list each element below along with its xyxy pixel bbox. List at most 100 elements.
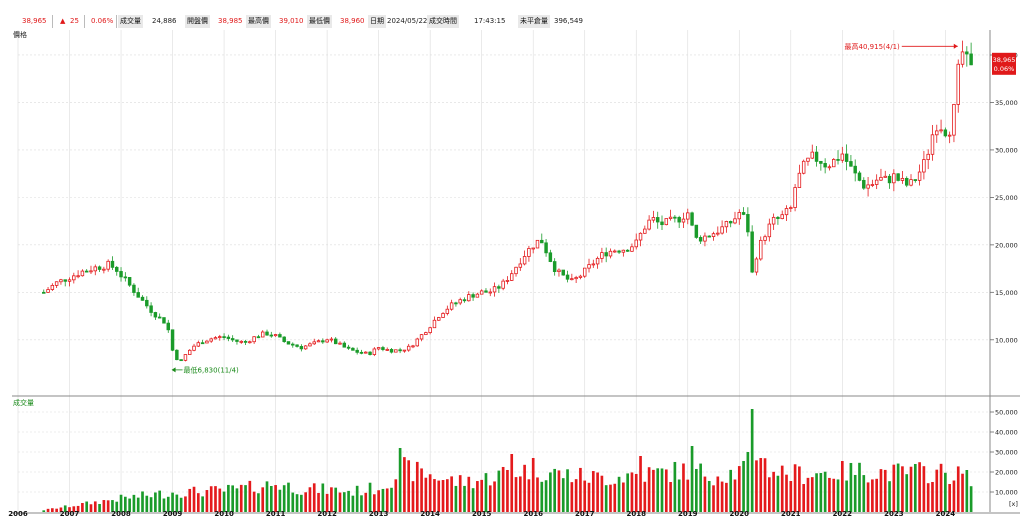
- candle-body: [50, 284, 55, 290]
- candle-body: [832, 159, 836, 168]
- volume-bar: [536, 477, 539, 512]
- candle-body: [76, 275, 80, 278]
- volume-bar: [334, 487, 338, 512]
- candle-body: [145, 299, 149, 307]
- volume-bar: [673, 461, 677, 512]
- header-time-label: 成交時間: [427, 15, 459, 28]
- volume-bar: [840, 461, 844, 512]
- candle-body: [505, 280, 510, 282]
- candle-body: [260, 331, 265, 338]
- candle-body: [634, 239, 638, 248]
- candle-body: [127, 277, 132, 286]
- candle-body: [479, 290, 484, 295]
- candle-body: [780, 214, 784, 219]
- candle-body: [750, 231, 754, 273]
- candle-body: [853, 165, 857, 174]
- volume-bar: [98, 504, 101, 512]
- candle-body: [531, 247, 535, 250]
- volume-bar: [669, 481, 672, 512]
- candle-body: [651, 217, 656, 221]
- candle-body: [904, 177, 909, 186]
- volume-bar: [411, 481, 415, 512]
- high-annotation-label: 最高40,915(4/1): [845, 42, 900, 51]
- volume-bar: [244, 485, 247, 512]
- volume-bar: [660, 468, 664, 512]
- candle-body: [836, 159, 840, 161]
- candle-body: [591, 263, 596, 266]
- candle-body: [136, 292, 140, 298]
- candle-body: [625, 249, 630, 252]
- volume-bar: [725, 482, 728, 512]
- candle-body: [608, 250, 613, 257]
- candle-body: [123, 276, 128, 279]
- candle-body: [106, 260, 110, 270]
- volume-bar: [699, 463, 702, 512]
- candle-body: [874, 179, 879, 185]
- volume-bar: [295, 494, 299, 512]
- volume-bar: [527, 479, 531, 512]
- quote-header-bar: 38,965 ▲ 25 0.06% 成交量 24,886 開盤價 38,985 …: [0, 0, 1024, 30]
- candle-body: [724, 221, 729, 228]
- volume-bar: [476, 481, 479, 512]
- header-high-label: 最高價: [246, 15, 271, 28]
- volume-bar: [467, 476, 471, 512]
- header-oi-label: 未平倉量: [518, 15, 550, 28]
- candle-body: [471, 294, 475, 298]
- volume-bar: [630, 472, 634, 512]
- volume-bar: [141, 491, 144, 512]
- candle-body: [179, 359, 183, 362]
- volume-bar: [647, 467, 651, 512]
- candle-body: [613, 250, 617, 253]
- candle-body: [329, 338, 334, 341]
- volume-bar: [446, 479, 449, 512]
- volume-bar: [763, 458, 767, 512]
- volume-bar: [643, 481, 647, 512]
- volume-bar: [252, 491, 256, 512]
- year-tick-label: 2020: [730, 510, 750, 518]
- candle-body: [892, 173, 896, 184]
- volume-bar: [415, 461, 419, 512]
- volume-bar: [214, 486, 217, 512]
- candle-body: [767, 223, 772, 238]
- header-change-pct: 0.06%: [91, 17, 114, 25]
- candle-body: [677, 217, 681, 223]
- candle-body: [741, 212, 746, 215]
- volume-bar: [703, 476, 707, 512]
- year-tick-label: 2016: [523, 510, 543, 518]
- volume-bar: [102, 500, 106, 512]
- candle-body: [381, 347, 385, 350]
- year-tick-label: 2019: [678, 510, 698, 518]
- candle-body: [913, 179, 918, 181]
- candle-body: [763, 236, 767, 241]
- candle-body: [647, 219, 651, 230]
- price-tick-label: 30,000: [995, 146, 1018, 154]
- volume-bar: [720, 481, 724, 512]
- header-date-value: 2024/05/22: [387, 17, 428, 25]
- candle-body: [222, 336, 226, 339]
- volume-bar: [385, 488, 389, 512]
- volume-bar: [196, 493, 200, 512]
- candle-body: [359, 351, 364, 354]
- volume-bar: [939, 463, 943, 512]
- candle-body: [561, 269, 565, 276]
- header-volume-label: 成交量: [118, 15, 143, 28]
- volume-bar: [201, 496, 204, 512]
- volume-bar: [480, 479, 484, 512]
- volume-bar: [149, 497, 153, 512]
- candle-body: [570, 278, 574, 281]
- volume-bar: [737, 466, 741, 512]
- volume-bar: [682, 463, 685, 512]
- volume-bar: [772, 471, 775, 512]
- volume-bar: [600, 475, 604, 512]
- candle-body: [376, 347, 381, 350]
- volume-bar: [746, 452, 750, 512]
- volume-bar: [664, 469, 668, 512]
- candlestick-chart[interactable]: 價格 成交量 10,000 15,000 20,000 25,000 30,000 35,…: [0, 30, 1024, 526]
- volume-bar: [549, 472, 552, 512]
- volume-bar: [42, 510, 46, 512]
- candle-body: [402, 349, 407, 352]
- volume-bar: [205, 490, 209, 512]
- volume-unit-label: [x]: [1009, 500, 1018, 508]
- volume-bar: [677, 479, 681, 512]
